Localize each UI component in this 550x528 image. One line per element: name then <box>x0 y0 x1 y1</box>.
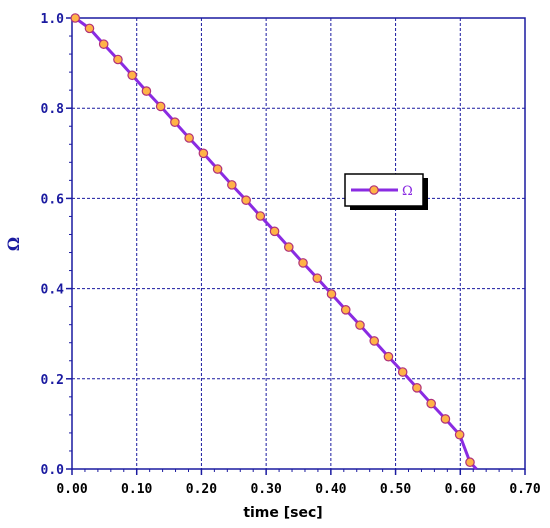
data-point <box>84 23 95 34</box>
plot-frame <box>71 17 526 470</box>
x-tick-label: 0.20 <box>186 482 217 497</box>
legend-marker <box>369 185 379 195</box>
y-tick-label: 0.0 <box>41 463 65 478</box>
x-tick-label: 0.50 <box>380 482 411 497</box>
y-tick-label: 0.2 <box>41 373 64 388</box>
data-point <box>454 429 465 440</box>
data-point <box>255 211 266 221</box>
y-tick-label: 1.0 <box>41 12 65 27</box>
data-point <box>326 289 337 299</box>
data-point <box>212 164 223 174</box>
y-tick-label: 0.4 <box>41 283 65 298</box>
x-tick-labels: 0.00 0.10 0.20 0.30 0.40 0.50 0.60 0.70 <box>56 482 540 497</box>
data-point <box>170 117 180 127</box>
x-tick-label: 0.10 <box>121 482 152 497</box>
data-point <box>141 86 152 96</box>
y-tick-labels: 0.0 0.2 0.4 0.6 0.8 1.0 <box>41 12 65 478</box>
data-point <box>340 304 351 315</box>
data-point <box>98 39 109 49</box>
legend: Ω <box>344 173 428 210</box>
x-tick-label: 0.70 <box>509 482 540 497</box>
data-point <box>155 101 166 112</box>
x-tick-label: 0.40 <box>315 482 346 497</box>
series <box>70 13 478 471</box>
data-point <box>283 242 294 252</box>
data-point <box>241 195 251 206</box>
x-tick-label: 0.00 <box>56 482 87 497</box>
data-point <box>412 383 422 393</box>
x-tick-label: 0.30 <box>250 482 281 497</box>
data-point <box>465 457 475 468</box>
axis-ticks <box>66 17 526 475</box>
x-axis-label: time [sec] <box>243 505 322 521</box>
data-point <box>369 336 380 346</box>
data-point <box>184 133 194 143</box>
data-point <box>312 273 323 284</box>
data-point <box>397 367 408 377</box>
data-point <box>70 13 81 23</box>
data-point <box>355 320 365 330</box>
data-point <box>127 70 137 81</box>
data-point <box>440 414 451 424</box>
data-point <box>426 398 436 409</box>
y-axis-label: Ω <box>4 237 23 251</box>
legend-label: Ω <box>402 184 413 199</box>
data-point <box>269 226 280 237</box>
data-point <box>227 180 237 190</box>
x-tick-label: 0.60 <box>445 482 476 497</box>
series-line <box>74 16 472 463</box>
data-point <box>198 148 209 159</box>
y-tick-label: 0.8 <box>41 102 65 117</box>
data-point <box>383 351 394 362</box>
data-point <box>298 258 308 268</box>
data-point <box>113 54 123 65</box>
y-tick-label: 0.6 <box>41 192 65 207</box>
